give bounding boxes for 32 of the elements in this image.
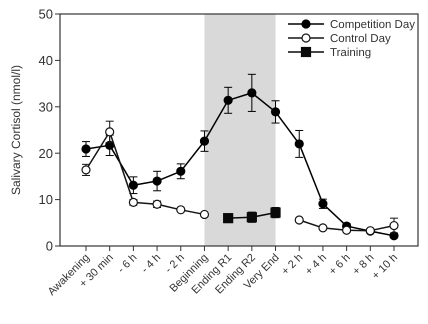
- y-tick-label: 0: [46, 238, 53, 254]
- legend-label: Training: [330, 47, 372, 60]
- point: [294, 215, 304, 225]
- x-tick-label: - 4 h: [139, 252, 164, 276]
- y-tick-label: 10: [38, 192, 53, 208]
- y-tick-label: 40: [38, 52, 53, 68]
- y-tick-label: 20: [38, 146, 53, 161]
- point: [200, 210, 210, 220]
- legend-label: Competition Day: [330, 19, 416, 32]
- y-tick-label: 30: [38, 99, 53, 114]
- x-tick-label: + 2 h: [279, 252, 306, 278]
- point: [152, 176, 162, 186]
- point: [176, 205, 186, 214]
- point: [389, 220, 399, 230]
- point: [247, 88, 256, 98]
- y-tick-label: 50: [38, 6, 53, 22]
- point: [128, 180, 138, 190]
- point: [318, 223, 328, 233]
- y-axis-title: Salivary Cortisol (nmol/l): [9, 64, 23, 196]
- point: [200, 136, 210, 146]
- point: [294, 139, 304, 149]
- point: [342, 226, 352, 235]
- x-tick-label: + 4 h: [303, 252, 330, 278]
- point: [270, 107, 280, 117]
- point: [176, 166, 186, 176]
- legend-label: Control Day: [330, 33, 391, 46]
- point: [105, 127, 114, 136]
- x-tick-label: - 6 h: [115, 252, 140, 276]
- point: [223, 213, 234, 224]
- point: [81, 144, 91, 154]
- x-tick-label: + 6 h: [326, 252, 353, 278]
- point: [224, 96, 233, 105]
